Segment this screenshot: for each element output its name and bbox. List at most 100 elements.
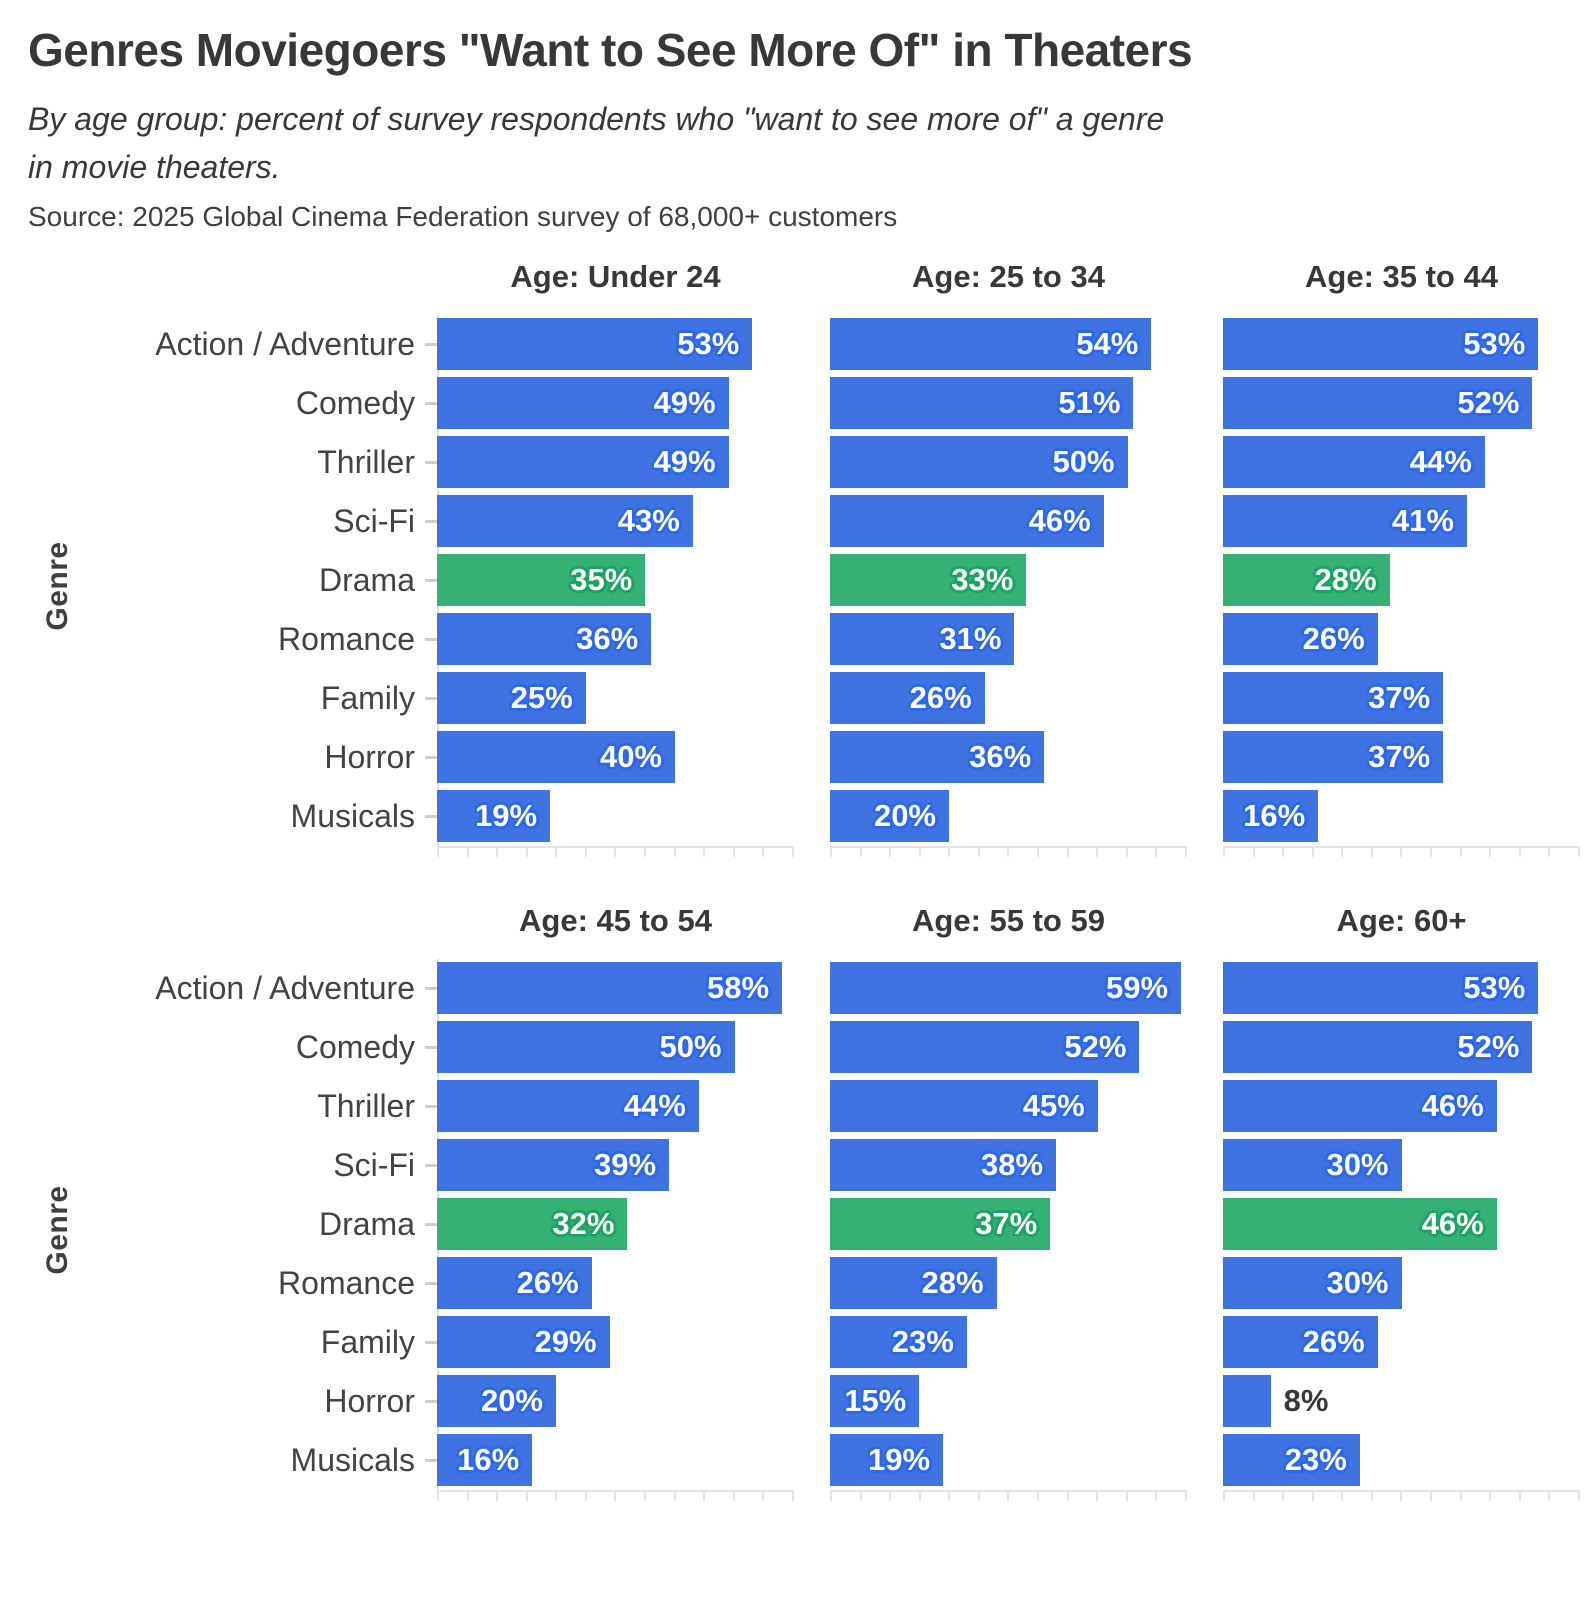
genre-tick-mark <box>425 1281 437 1285</box>
bar-row: 54% <box>830 315 1187 374</box>
axis-tick <box>1518 847 1521 857</box>
bar: 19% <box>830 1434 944 1487</box>
bar-value-label: 36% <box>576 621 639 657</box>
bar: 52% <box>1223 1021 1533 1074</box>
bar: 39% <box>437 1139 670 1192</box>
bar-value-label: 30% <box>1326 1265 1389 1301</box>
genre-label: Musicals <box>290 797 415 834</box>
genre-tick-mark <box>425 986 437 990</box>
bar-row: 16% <box>1223 787 1580 846</box>
bar-row: 41% <box>1223 492 1580 551</box>
axis-tick <box>673 847 676 857</box>
axis-tick <box>948 1491 951 1501</box>
bar-row: 26% <box>830 669 1187 728</box>
bar-row: 50% <box>437 1018 794 1077</box>
genre-label: Musicals <box>290 1441 415 1478</box>
chart-panel: 53% 49% 49% 43% 35% 36% 25% 40% 19% <box>437 315 794 857</box>
genre-label: Comedy <box>295 1028 415 1065</box>
bar: 15% <box>830 1375 920 1428</box>
chart-panel: 54% 51% 50% 46% 33% 31% 26% 36% 20% <box>830 315 1187 857</box>
bar-value-label: 32% <box>552 1206 615 1242</box>
bar-row: 46% <box>1223 1077 1580 1136</box>
axis-tick <box>1037 847 1040 857</box>
bar-row: 37% <box>830 1195 1187 1254</box>
axis-tick <box>859 847 862 857</box>
page-title: Genres Moviegoers "Want to See More Of" … <box>28 24 1193 76</box>
bar-value-label: 25% <box>510 680 573 716</box>
bar-value-label: 59% <box>1106 970 1169 1006</box>
label-spacer <box>0 903 437 939</box>
chart-row: Age: 45 to 54 Age: 55 to 59 Age: 60+ Genre A… <box>0 903 1588 1501</box>
bar: 59% <box>830 962 1182 1015</box>
bar-value-label: 53% <box>1463 970 1526 1006</box>
genre-label-row: Thriller <box>0 433 437 492</box>
bar-value-label: 53% <box>1463 326 1526 362</box>
axis-tick <box>1311 1491 1314 1501</box>
panel-title: Age: 55 to 59 <box>912 902 1105 938</box>
genre-label: Thriller <box>317 443 415 480</box>
subtitle-line-2: in movie theaters. <box>28 148 281 185</box>
axis-tick <box>732 1491 735 1501</box>
bar-row: 53% <box>1223 959 1580 1018</box>
bar-value-label: 58% <box>707 970 770 1006</box>
bar: 50% <box>830 436 1128 489</box>
axis-tick <box>1007 847 1010 857</box>
bar-row: 38% <box>830 1136 1187 1195</box>
bar: 58% <box>437 962 783 1015</box>
bar: 30% <box>1223 1257 1402 1310</box>
x-axis <box>830 845 1187 857</box>
bar-row: 40% <box>437 728 794 787</box>
bar-row: 19% <box>437 787 794 846</box>
bar: 20% <box>830 790 949 843</box>
bar-row: 52% <box>830 1018 1187 1077</box>
genre-label-row: Musicals <box>0 787 437 846</box>
axis-tick <box>918 847 921 857</box>
label-spacer <box>0 259 437 295</box>
axis-tick <box>1155 1491 1158 1501</box>
axis-tick <box>732 847 735 857</box>
bar-value-label: 54% <box>1076 326 1139 362</box>
genre-tick-mark <box>425 460 437 464</box>
genre-tick-mark <box>425 637 437 641</box>
axis-tick <box>644 847 647 857</box>
bar-value-label: 33% <box>951 562 1014 598</box>
genre-label: Action / Adventure <box>155 325 415 362</box>
bar-row: 16% <box>437 1431 794 1490</box>
bar-row: 46% <box>830 492 1187 551</box>
genre-label-row: Family <box>0 1313 437 1372</box>
axis-tick <box>584 1491 587 1501</box>
x-axis <box>1223 845 1580 857</box>
bar: 53% <box>1223 318 1539 371</box>
bar-value-label: 19% <box>475 798 538 834</box>
bar-row: 30% <box>1223 1136 1580 1195</box>
axis-tick <box>1125 847 1128 857</box>
axis-tick <box>1096 847 1099 857</box>
source-note: Source: 2025 Global Cinema Federation su… <box>28 200 898 232</box>
axis-tick <box>1007 1491 1010 1501</box>
panel-title: Age: 60+ <box>1336 902 1467 938</box>
bar-row: 32% <box>437 1195 794 1254</box>
chart-panel: 53% 52% 44% 41% 28% 26% 37% 37% 16% <box>1223 315 1580 857</box>
bar-value-label: 29% <box>534 1324 597 1360</box>
axis-tick <box>1184 1491 1187 1501</box>
genre-tick-mark <box>425 519 437 523</box>
bar-value-label: 23% <box>1284 1442 1347 1478</box>
genre-label: Family <box>320 679 415 716</box>
axis-tick <box>1341 847 1344 857</box>
axis-tick <box>525 847 528 857</box>
genre-tick-mark <box>425 696 437 700</box>
genre-labels-column: Genre Action / Adventure Comedy Thriller Sci… <box>0 315 437 857</box>
axis-tick <box>466 847 469 857</box>
bar-row: 45% <box>830 1077 1187 1136</box>
genre-tick-mark <box>425 1399 437 1403</box>
axis-tick <box>1096 1491 1099 1501</box>
bar: 36% <box>437 613 652 666</box>
chart-header: Genres Moviegoers "Want to See More Of" … <box>0 0 1588 233</box>
bar-row: 35% <box>437 551 794 610</box>
axis-tick <box>555 847 558 857</box>
panel-title: Age: Under 24 <box>510 258 721 294</box>
bar-row: 51% <box>830 374 1187 433</box>
axis-tick <box>614 1491 617 1501</box>
bar-highlighted: 35% <box>437 554 646 607</box>
genre-label-row: Romance <box>0 1254 437 1313</box>
